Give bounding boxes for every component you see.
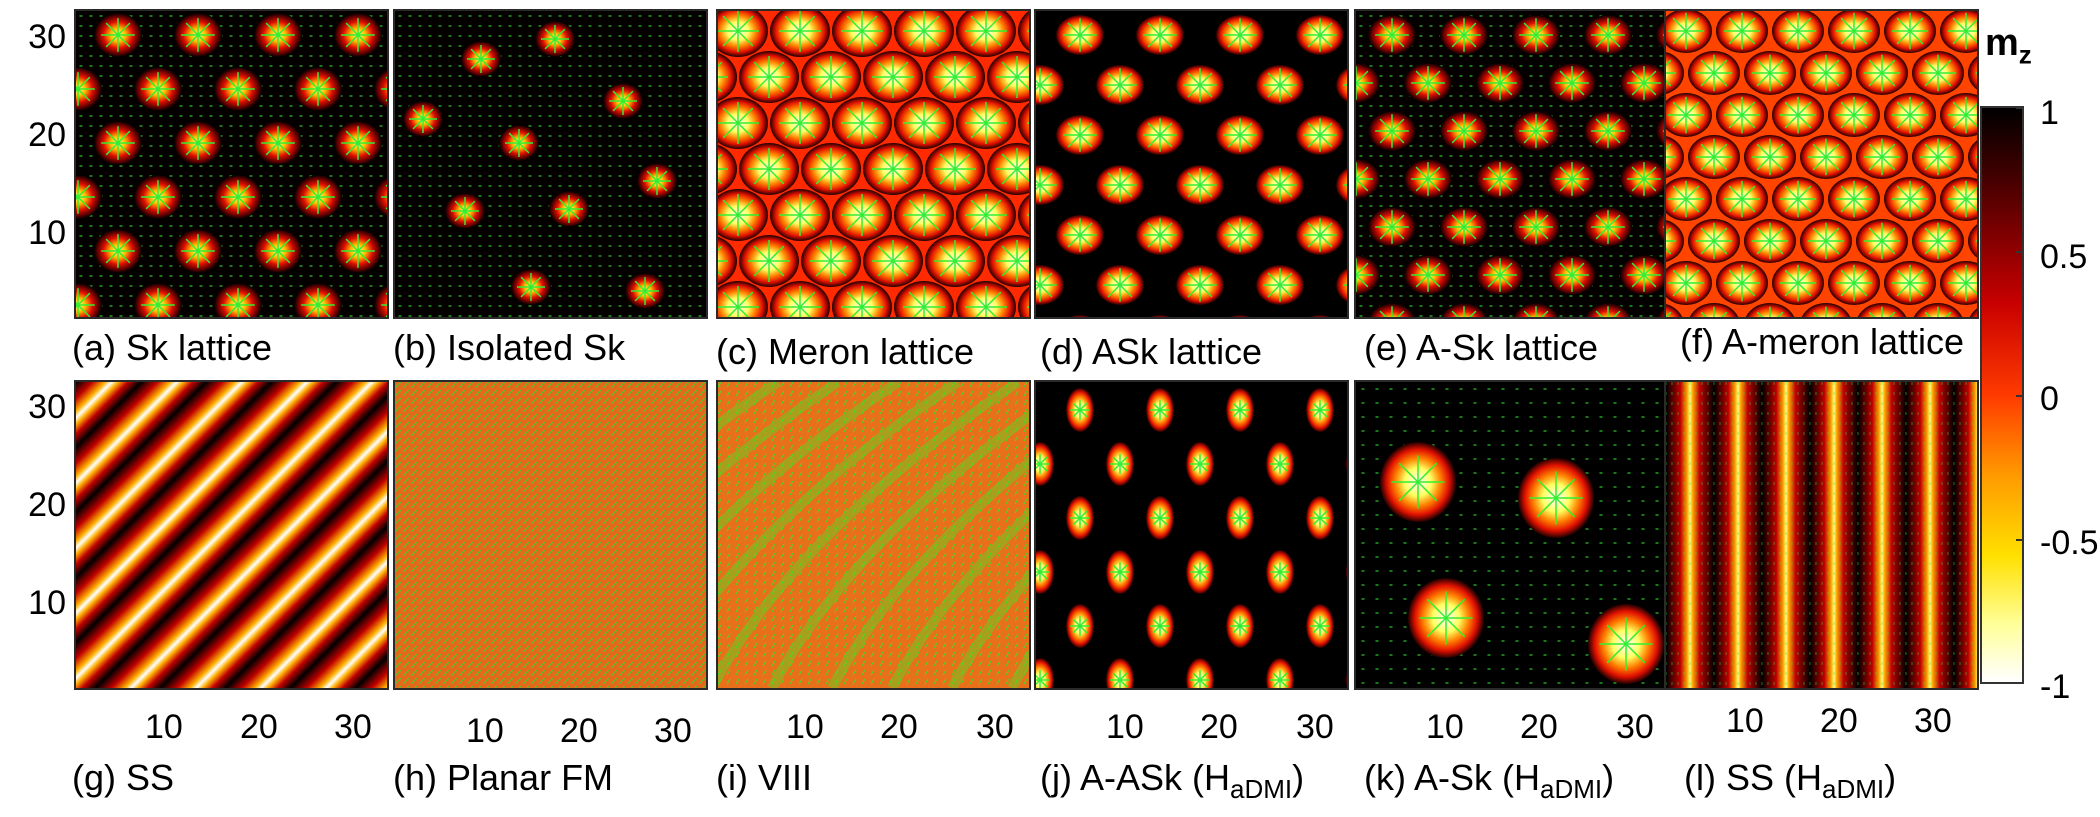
panel-e-a-sk-lattice-image — [1356, 11, 1667, 317]
panel-label-g: (g) SS — [72, 757, 175, 798]
panel-label-i: (i) VIII — [716, 757, 812, 798]
x-tick-30-l: 30 — [1914, 702, 1952, 740]
panel-b-isolated-sk — [393, 9, 708, 319]
panel-f-a-meron-lattice — [1664, 9, 1979, 319]
panel-l-ss-admi-image — [1666, 382, 1977, 688]
panel-label-b: (b) Isolated Sk — [393, 327, 626, 368]
panel-h-planar-fm — [393, 380, 708, 690]
colorbar-tick-1: 1 — [2040, 94, 2059, 132]
panel-i-viii — [716, 380, 1031, 690]
colorbar-tick-neg-1: -1 — [2040, 668, 2071, 706]
y-tick-30-top: 30 — [28, 18, 66, 56]
x-tick-20-j: 20 — [1200, 708, 1238, 746]
x-tick-10-j: 10 — [1106, 708, 1144, 746]
colorbar-tick-neg-0.5: -0.5 — [2040, 524, 2099, 562]
colorbar-tick-mark — [2016, 251, 2024, 253]
x-tick-30-h: 30 — [654, 712, 692, 750]
colorbar-tick-mark — [2016, 682, 2024, 684]
x-tick-30-k: 30 — [1616, 708, 1654, 746]
panel-d-ask-lattice — [1034, 9, 1349, 319]
x-tick-10-i: 10 — [786, 708, 824, 746]
panel-label-h: (h) Planar FM — [393, 757, 614, 798]
colorbar-tick-mark — [2016, 107, 2024, 109]
x-tick-20-i: 20 — [880, 708, 918, 746]
panel-g-ss-image — [76, 382, 387, 688]
x-tick-20-h: 20 — [560, 712, 598, 750]
panel-h-planar-fm-image — [395, 382, 706, 688]
panel-l-ss-admi — [1664, 380, 1979, 690]
colorbar-tick-mark — [2016, 395, 2024, 397]
x-tick-30-i: 30 — [976, 708, 1014, 746]
colorbar-title: mz — [1985, 22, 2032, 70]
panel-d-ask-lattice-image — [1036, 11, 1347, 317]
colorbar-tick-0: 0 — [2040, 380, 2059, 418]
x-tick-20-l: 20 — [1820, 702, 1858, 740]
y-tick-10-top: 10 — [28, 214, 66, 252]
panel-label-f: (f) A-meron lattice — [1680, 321, 1965, 362]
panel-c-meron-lattice — [716, 9, 1031, 319]
x-tick-30-g: 30 — [334, 708, 372, 746]
x-tick-10-g: 10 — [145, 708, 183, 746]
y-tick-20-bottom: 20 — [28, 486, 66, 524]
panel-label-e: (e) A-Sk lattice — [1364, 327, 1599, 368]
panel-label-d: (d) ASk lattice — [1040, 331, 1263, 372]
x-tick-30-j: 30 — [1296, 708, 1334, 746]
panel-label-c: (c) Meron lattice — [716, 331, 975, 372]
panel-i-viii-image — [718, 382, 1029, 688]
panel-c-meron-lattice-image — [718, 11, 1029, 317]
x-tick-20-g: 20 — [240, 708, 278, 746]
panel-e-a-sk-lattice — [1354, 9, 1669, 319]
y-tick-20-top: 20 — [28, 116, 66, 154]
panel-b-isolated-sk-image — [395, 11, 706, 317]
panel-k-a-sk — [1354, 380, 1669, 690]
colorbar-tick-0.5: 0.5 — [2040, 238, 2088, 276]
x-tick-10-l: 10 — [1726, 702, 1764, 740]
panel-g-ss — [74, 380, 389, 690]
panel-a-sk-lattice-image — [76, 11, 387, 317]
x-tick-10-h: 10 — [466, 712, 504, 750]
x-tick-10-k: 10 — [1426, 708, 1464, 746]
panel-a-sk-lattice — [74, 9, 389, 319]
y-tick-30-bottom: 30 — [28, 388, 66, 426]
panel-label-a: (a) Sk lattice — [72, 327, 273, 368]
panel-k-a-sk-image — [1356, 382, 1667, 688]
panel-label-k: (k) A-Sk (HaDMI) — [1364, 757, 1615, 805]
panel-j-a-ask-image — [1036, 382, 1347, 688]
panel-label-j: (j) A-ASk (HaDMI) — [1040, 757, 1305, 805]
colorbar-tick-mark — [2016, 539, 2024, 541]
panel-j-a-ask — [1034, 380, 1349, 690]
y-tick-10-bottom: 10 — [28, 584, 66, 622]
x-tick-20-k: 20 — [1520, 708, 1558, 746]
panel-f-a-meron-lattice-image — [1666, 11, 1977, 317]
panel-label-l: (l) SS (HaDMI) — [1684, 757, 1897, 805]
